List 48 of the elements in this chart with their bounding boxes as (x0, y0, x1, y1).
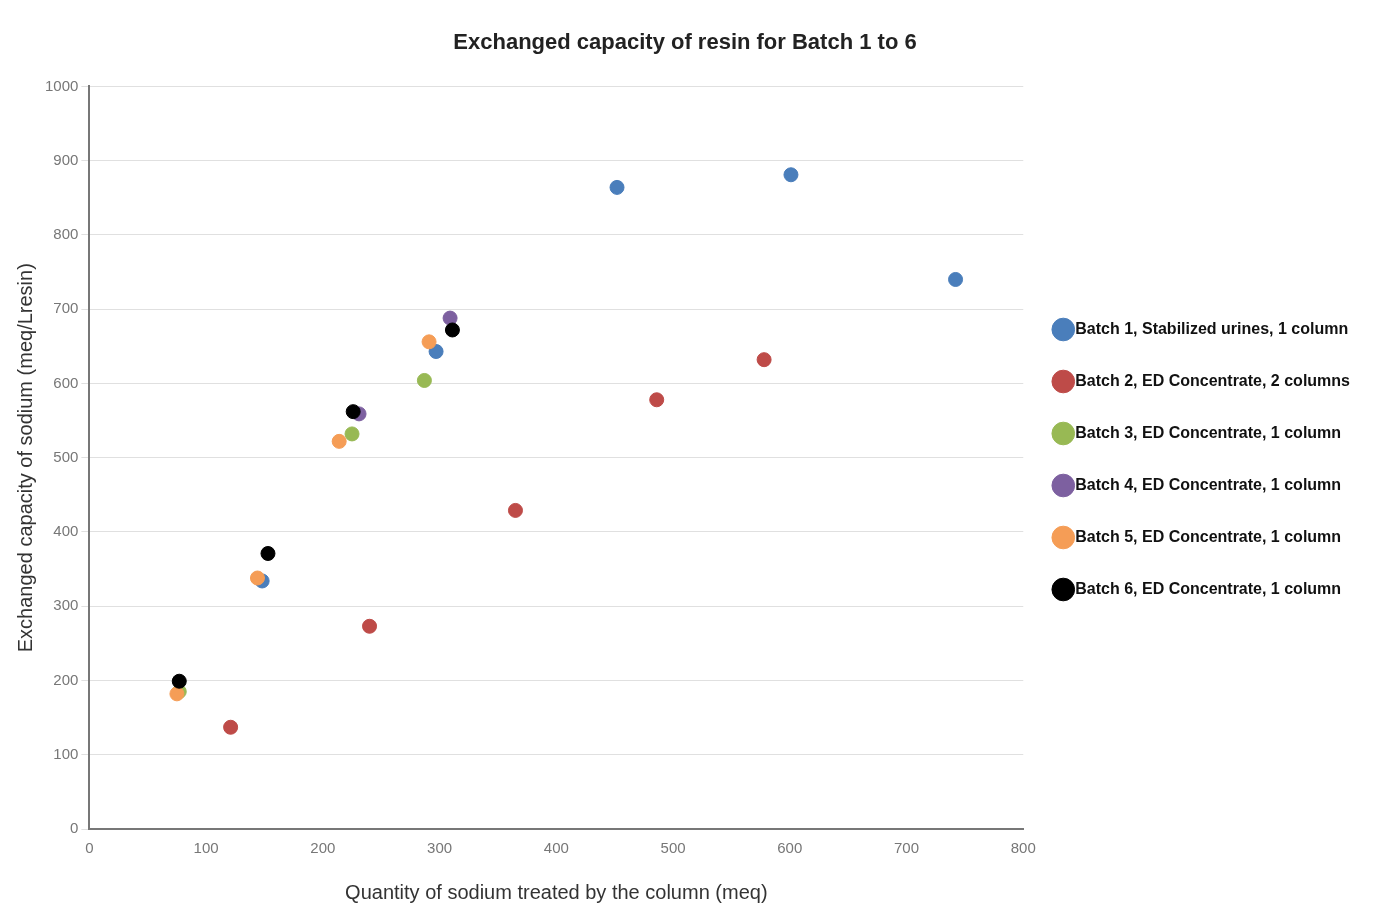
y-tick-label: 500 (53, 447, 79, 465)
point (428, 344, 444, 360)
x-axis-title: Quantity of sodium treated by the column (meq) (345, 880, 768, 903)
x-tick-label: 300 (427, 839, 453, 857)
x-tick-label: 700 (894, 839, 920, 857)
point (416, 372, 432, 388)
y-tick-label: 100 (53, 744, 79, 762)
legend-label: Batch 5, ED Concentrate, 1 column (1075, 527, 1342, 545)
point (442, 310, 458, 326)
legend-label: Batch 4, ED Concentrate, 1 column (1075, 475, 1342, 493)
point (345, 404, 361, 420)
point (444, 322, 460, 338)
point (609, 179, 625, 195)
x-tick-label: 0 (85, 839, 94, 857)
point (171, 673, 187, 689)
point (344, 426, 360, 442)
y-tick-label: 800 (53, 225, 79, 243)
point (362, 618, 378, 634)
y-tick-label: 300 (53, 596, 79, 614)
point (249, 570, 265, 586)
y-axis-title: Exchanged capacity of sodium (meq/Lresin) (13, 263, 36, 653)
legend-label: Batch 3, ED Concentrate, 1 column (1075, 423, 1342, 441)
point (948, 271, 964, 287)
x-tick-label: 400 (543, 839, 569, 857)
point (223, 719, 239, 735)
y-tick-label: 600 (53, 373, 79, 391)
chart-title: Exchanged capacity of resin for Batch 1 to 6 (453, 29, 917, 55)
x-tick-label: 200 (310, 839, 336, 857)
x-tick-label: 100 (193, 839, 219, 857)
legend-label: Batch 2, ED Concentrate, 2 columns (1075, 371, 1351, 389)
x-tick-label: 800 (1010, 839, 1036, 857)
y-tick-label: 0 (70, 819, 79, 837)
x-tick-label: 500 (660, 839, 686, 857)
y-tick-label: 700 (53, 299, 79, 317)
point (507, 502, 523, 518)
legend-label: Batch 1, Stabilized urines, 1 column (1075, 319, 1349, 337)
x-tick-label: 600 (777, 839, 803, 857)
legend-label: Batch 6, ED Concentrate, 1 column (1075, 579, 1342, 597)
point (783, 167, 799, 183)
y-tick-label: 1000 (44, 76, 79, 94)
y-tick-label: 200 (53, 670, 79, 688)
y-tick-label: 900 (53, 150, 79, 168)
point (260, 546, 276, 561)
y-tick-label: 400 (53, 522, 79, 540)
point (756, 352, 772, 368)
point (649, 392, 665, 408)
point (331, 433, 347, 449)
point (421, 334, 437, 350)
